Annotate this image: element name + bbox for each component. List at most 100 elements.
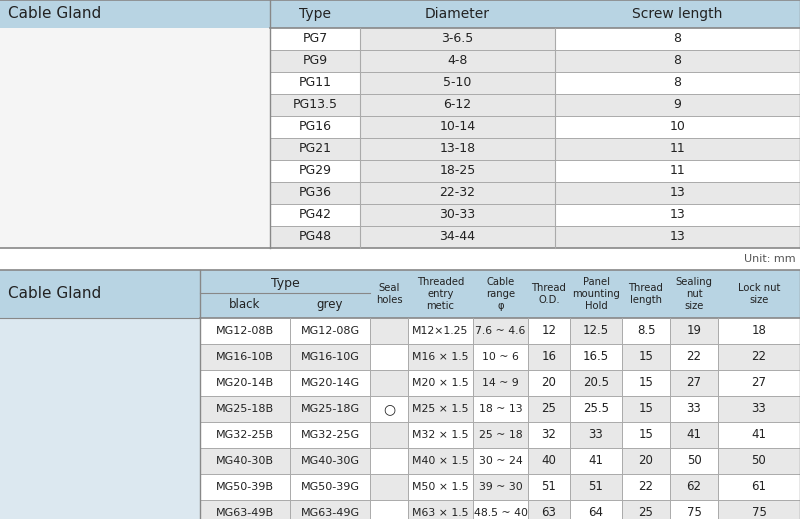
Text: 39 ~ 30: 39 ~ 30 bbox=[478, 482, 522, 492]
Text: ○: ○ bbox=[383, 402, 395, 416]
Bar bbox=[570, 422, 622, 448]
Text: Thread
length: Thread length bbox=[629, 283, 663, 305]
Bar bbox=[528, 344, 570, 370]
Bar bbox=[360, 226, 555, 248]
Text: 20.5: 20.5 bbox=[583, 376, 609, 389]
Bar bbox=[570, 344, 622, 370]
Text: 63: 63 bbox=[542, 507, 557, 519]
Text: black: black bbox=[230, 298, 261, 311]
Text: 22-32: 22-32 bbox=[439, 186, 475, 199]
Bar bbox=[370, 344, 408, 370]
Text: 33: 33 bbox=[752, 403, 766, 416]
Bar bbox=[270, 226, 360, 248]
Bar bbox=[570, 448, 622, 474]
Text: 13: 13 bbox=[670, 230, 686, 243]
Bar bbox=[622, 344, 670, 370]
Text: 8: 8 bbox=[674, 33, 682, 46]
Bar bbox=[370, 370, 408, 396]
Text: Cable
range
φ: Cable range φ bbox=[486, 277, 515, 310]
Bar bbox=[622, 448, 670, 474]
Bar bbox=[290, 422, 370, 448]
Text: Type: Type bbox=[299, 7, 331, 21]
Bar bbox=[670, 318, 718, 344]
Text: 22: 22 bbox=[686, 350, 702, 363]
Bar bbox=[200, 474, 290, 500]
Bar bbox=[670, 344, 718, 370]
Bar bbox=[528, 396, 570, 422]
Bar bbox=[270, 116, 360, 138]
Bar bbox=[200, 396, 290, 422]
Bar bbox=[408, 422, 473, 448]
Text: 13: 13 bbox=[670, 186, 686, 199]
Bar bbox=[370, 422, 408, 448]
Bar bbox=[290, 344, 370, 370]
Bar bbox=[555, 72, 800, 94]
Text: M16 × 1.5: M16 × 1.5 bbox=[412, 352, 469, 362]
Bar bbox=[622, 396, 670, 422]
Text: Lock nut
size: Lock nut size bbox=[738, 283, 780, 305]
Bar bbox=[0, 28, 270, 248]
Text: 33: 33 bbox=[589, 429, 603, 442]
Bar bbox=[408, 474, 473, 500]
Bar bbox=[473, 344, 528, 370]
Bar bbox=[718, 474, 800, 500]
Bar bbox=[290, 318, 370, 344]
Bar bbox=[473, 474, 528, 500]
Bar bbox=[290, 370, 370, 396]
Text: Sealing
nut
size: Sealing nut size bbox=[675, 277, 713, 310]
Bar bbox=[408, 448, 473, 474]
Bar bbox=[718, 396, 800, 422]
Bar bbox=[570, 370, 622, 396]
Text: 64: 64 bbox=[589, 507, 603, 519]
Text: 14 ~ 9: 14 ~ 9 bbox=[482, 378, 519, 388]
Text: 27: 27 bbox=[686, 376, 702, 389]
Bar bbox=[528, 448, 570, 474]
Bar bbox=[718, 318, 800, 344]
Bar bbox=[670, 396, 718, 422]
Text: 18 ~ 13: 18 ~ 13 bbox=[478, 404, 522, 414]
Text: MG20-14G: MG20-14G bbox=[301, 378, 359, 388]
Text: 19: 19 bbox=[686, 324, 702, 337]
Text: Panel
mounting
Hold: Panel mounting Hold bbox=[572, 277, 620, 310]
Text: M12×1.25: M12×1.25 bbox=[412, 326, 469, 336]
Text: PG48: PG48 bbox=[298, 230, 331, 243]
Bar bbox=[718, 500, 800, 519]
Bar bbox=[360, 160, 555, 182]
Bar bbox=[555, 226, 800, 248]
Bar bbox=[200, 344, 290, 370]
Text: PG11: PG11 bbox=[298, 76, 331, 89]
Bar bbox=[0, 0, 800, 28]
Text: 25.5: 25.5 bbox=[583, 403, 609, 416]
Text: M20 × 1.5: M20 × 1.5 bbox=[412, 378, 469, 388]
Text: 22: 22 bbox=[638, 481, 654, 494]
Bar bbox=[408, 396, 473, 422]
Bar bbox=[360, 138, 555, 160]
Bar bbox=[570, 318, 622, 344]
Bar bbox=[622, 422, 670, 448]
Bar bbox=[670, 448, 718, 474]
Text: MG12-08G: MG12-08G bbox=[301, 326, 359, 336]
Text: MG25-18B: MG25-18B bbox=[216, 404, 274, 414]
Text: PG7: PG7 bbox=[302, 33, 328, 46]
Text: 15: 15 bbox=[638, 429, 654, 442]
Text: MG25-18G: MG25-18G bbox=[301, 404, 359, 414]
Bar bbox=[200, 448, 290, 474]
Bar bbox=[360, 204, 555, 226]
Bar bbox=[528, 370, 570, 396]
Text: 75: 75 bbox=[751, 507, 766, 519]
Text: 32: 32 bbox=[542, 429, 557, 442]
Text: 15: 15 bbox=[638, 350, 654, 363]
Bar bbox=[408, 344, 473, 370]
Bar bbox=[270, 160, 360, 182]
Text: 10 ~ 6: 10 ~ 6 bbox=[482, 352, 519, 362]
Bar bbox=[670, 370, 718, 396]
Text: MG16-10B: MG16-10B bbox=[216, 352, 274, 362]
Bar bbox=[570, 396, 622, 422]
Bar bbox=[0, 318, 200, 519]
Text: 27: 27 bbox=[751, 376, 766, 389]
Text: 10: 10 bbox=[670, 120, 686, 133]
Text: PG16: PG16 bbox=[298, 120, 331, 133]
Bar bbox=[622, 370, 670, 396]
Bar bbox=[360, 72, 555, 94]
Text: 48.5 ~ 40: 48.5 ~ 40 bbox=[474, 508, 527, 518]
